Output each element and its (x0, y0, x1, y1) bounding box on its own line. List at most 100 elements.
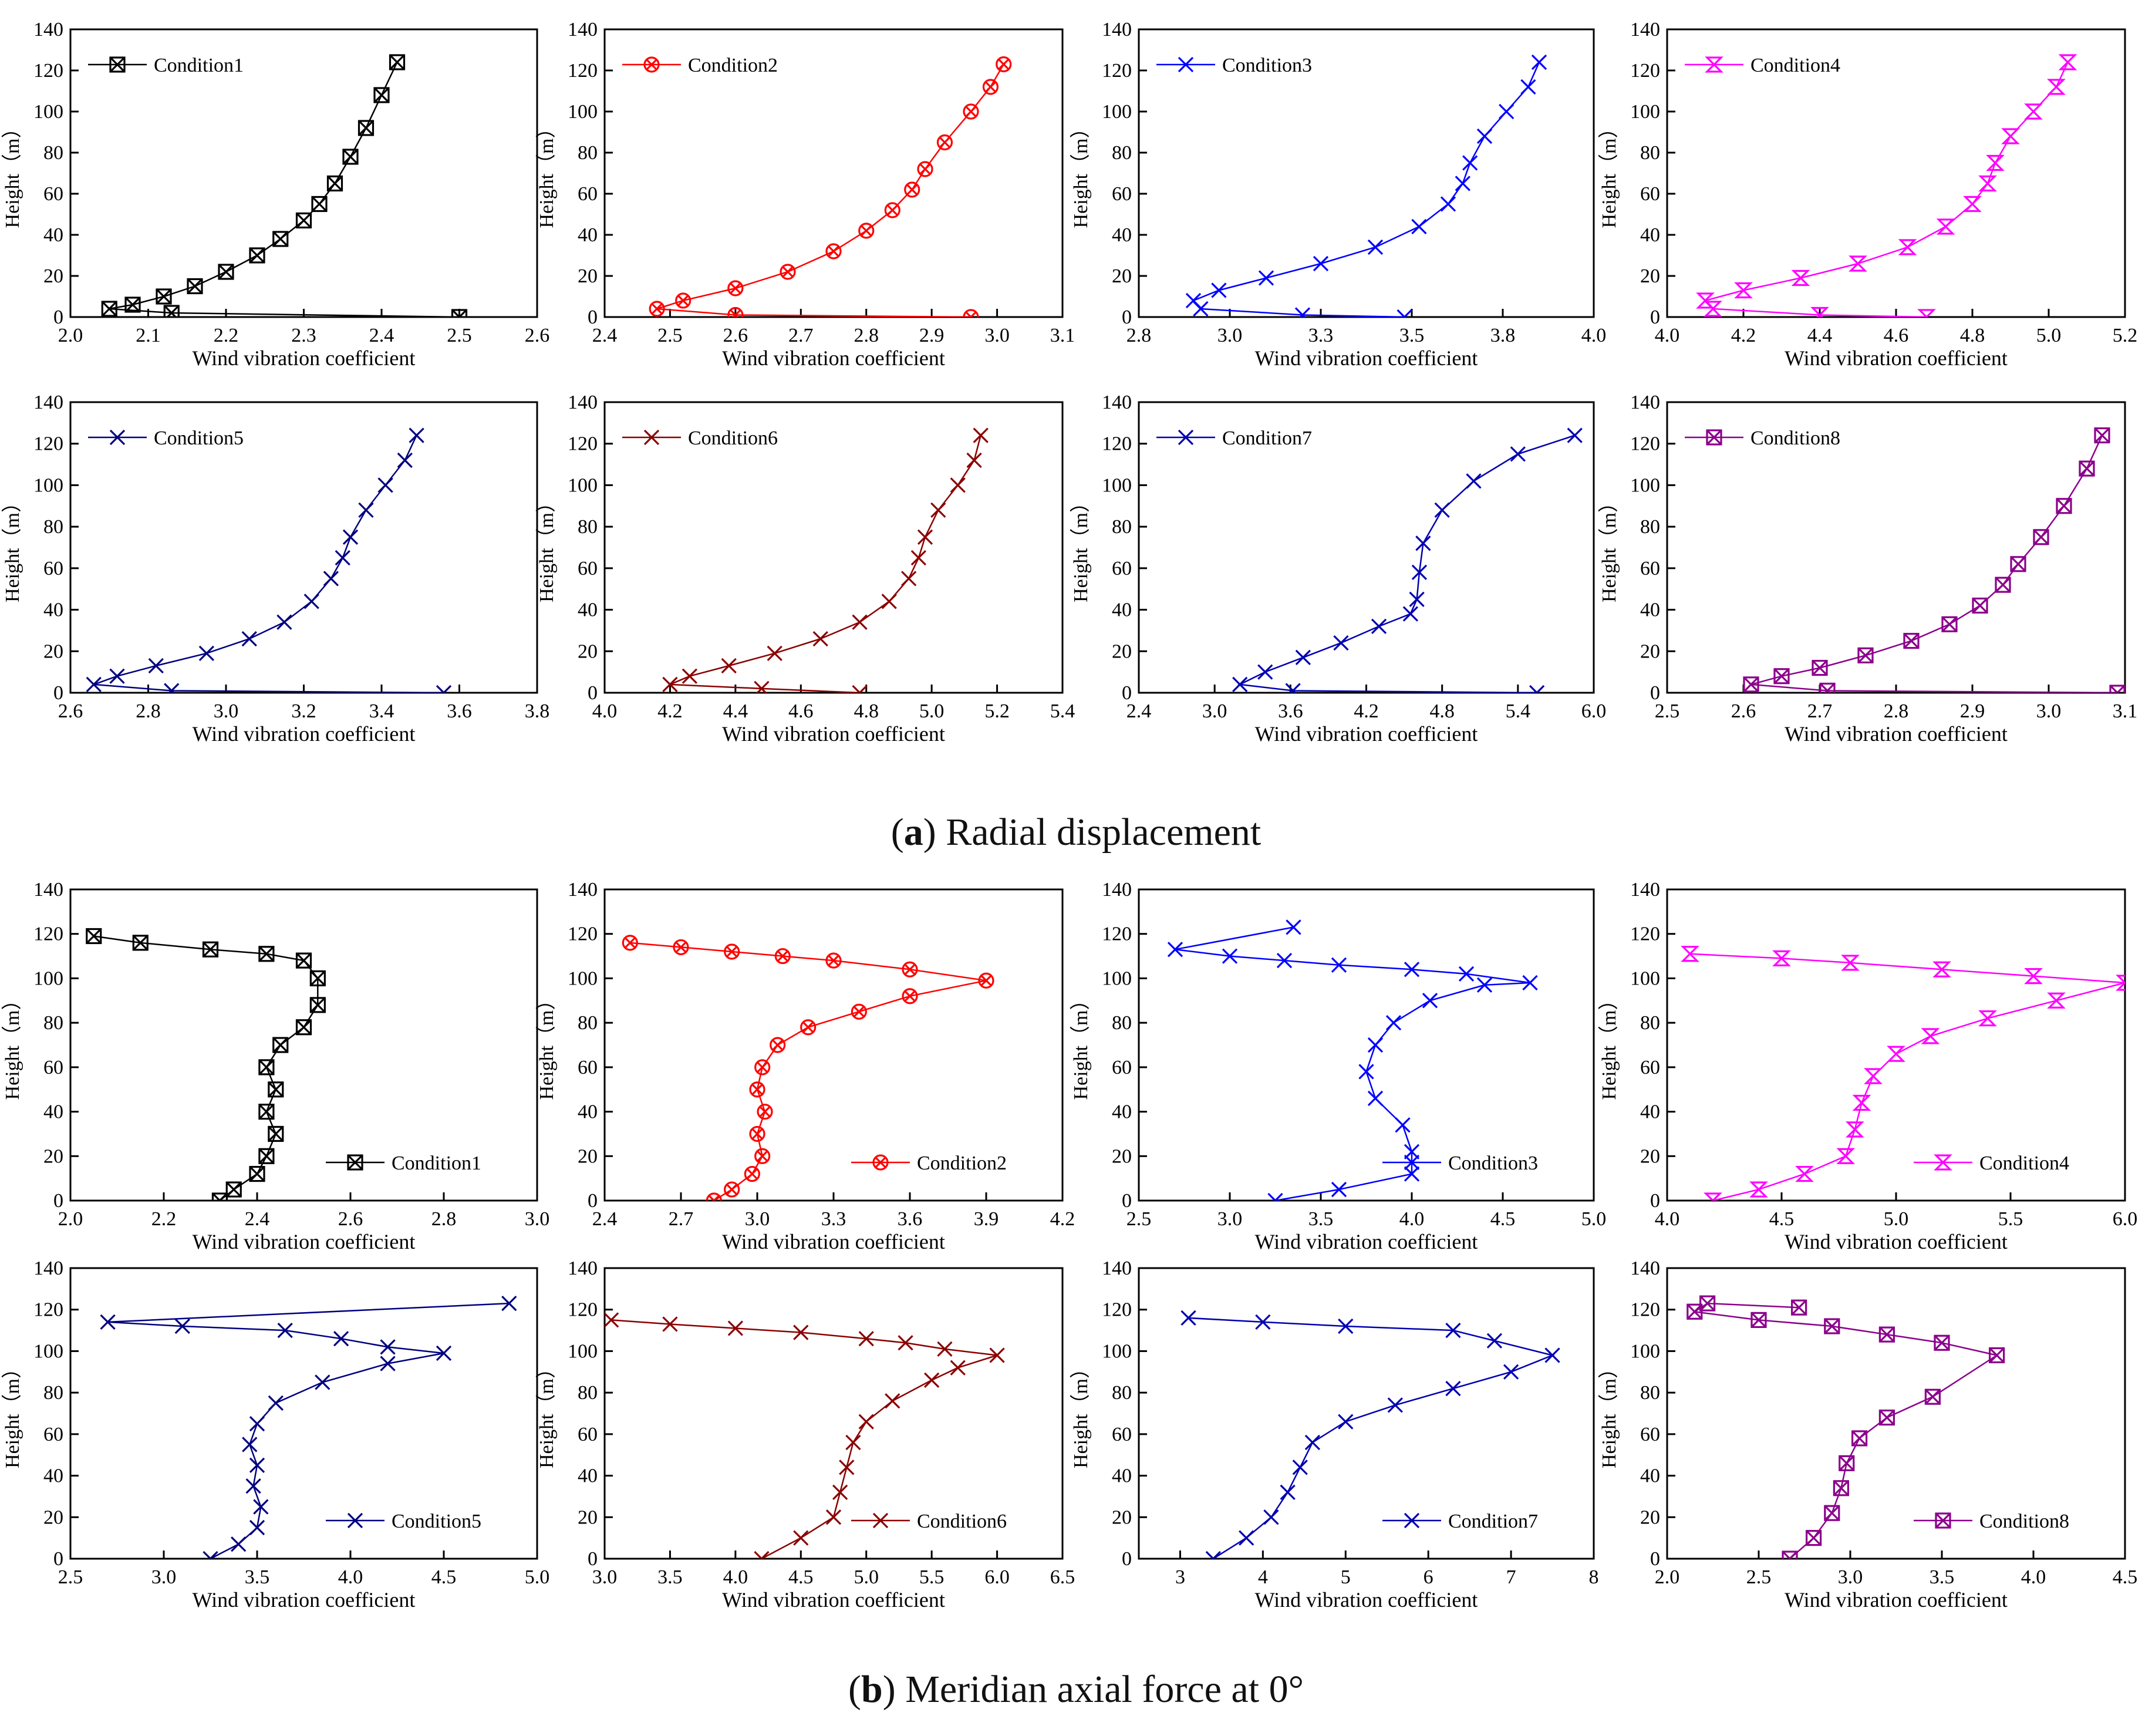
data-point (148, 658, 164, 674)
y-tick-label: 140 (33, 879, 63, 901)
plot-frame (69, 888, 538, 1202)
data-point (937, 1341, 953, 1357)
plot-frame (69, 1267, 538, 1560)
x-tick-label: 8 (1589, 1566, 1599, 1588)
data-point (380, 1356, 396, 1371)
y-tick-label: 80 (578, 1382, 598, 1404)
series-line-b6 (611, 1319, 997, 1559)
data-point (100, 1314, 116, 1330)
x-tick-label: 2.9 (1960, 700, 1985, 722)
data-point (272, 1037, 289, 1053)
x-axis-label: Wind vibration coefficient (1785, 1230, 2008, 1253)
data-point (342, 529, 359, 545)
data-point (1819, 682, 1836, 693)
y-tick-label: 20 (1640, 1506, 1660, 1528)
x-tick-label: 3.8 (1490, 325, 1516, 346)
y-tick-label: 40 (1640, 224, 1660, 246)
x-tick-label: 2.4 (369, 325, 394, 346)
legend-label: Condition7 (1222, 427, 1312, 449)
y-tick-label: 80 (1640, 142, 1660, 164)
data-point (2079, 460, 2095, 477)
x-tick-label: 3.5 (657, 1566, 683, 1588)
data-point (744, 1165, 760, 1182)
data-point (1932, 961, 1951, 977)
chart-panel-a2: 2.4 2.5 2.6 2.7 2.8 2.9 3.0 3.1 0 20 40 60 80 100 120 1… (535, 19, 1075, 370)
x-tick-label: 3.0 (214, 700, 239, 722)
x-tick-label: 3.0 (1202, 700, 1227, 722)
data-point (1936, 218, 1955, 235)
y-tick-label: 140 (1630, 392, 1660, 413)
data-point (800, 1019, 817, 1036)
x-tick-label: 4.0 (592, 700, 618, 722)
series-line-a3 (1192, 62, 1540, 317)
x-tick-label: 5.2 (984, 700, 1010, 722)
data-point (724, 1181, 740, 1198)
legend-label: Condition4 (1979, 1152, 2069, 1174)
x-tick-label: 3.6 (898, 1208, 923, 1230)
data-point (1704, 301, 1722, 317)
data-point (218, 264, 234, 280)
legend: Condition3 (1156, 55, 1312, 76)
data-point (1972, 597, 1988, 614)
x-tick-label: 2.2 (151, 1208, 177, 1230)
data-point (2109, 685, 2125, 693)
plot-frame (69, 28, 538, 318)
y-tick-label: 140 (1102, 19, 1132, 41)
data-point (1222, 948, 1238, 964)
data-point (1292, 1459, 1308, 1475)
data-point (249, 1457, 265, 1474)
y-tick-label: 20 (1112, 1506, 1132, 1528)
data-point (436, 1345, 452, 1361)
x-tick-label: 2.5 (1655, 700, 1680, 722)
x-tick-label: 2.4 (592, 1208, 618, 1230)
data-point (333, 1331, 349, 1347)
data-point (1338, 1318, 1354, 1334)
y-tick-label: 20 (578, 1506, 598, 1528)
x-tick-label: 6.0 (1581, 700, 1607, 722)
data-point (1791, 269, 1810, 286)
data-point (727, 1320, 743, 1336)
plot-frame (69, 401, 538, 694)
data-point (825, 1509, 842, 1525)
x-axis-label: Wind vibration coefficient (1785, 722, 2008, 746)
y-tick-label: 40 (43, 224, 63, 246)
y-tick-label: 60 (578, 558, 598, 579)
chart-panel-b6: 3.0 3.5 4.0 4.5 5.0 5.5 6.0 6.5 0 20 40 60 80 100 120 1… (535, 1258, 1075, 1612)
data-point (187, 278, 203, 295)
y-tick-label: 20 (43, 641, 63, 662)
data-point (277, 1322, 293, 1339)
data-point (156, 288, 172, 305)
data-point (1167, 942, 1183, 958)
data-point (1415, 535, 1431, 551)
data-point (225, 1181, 242, 1198)
y-tick-label: 120 (568, 923, 598, 945)
y-tick-label: 40 (1112, 599, 1132, 621)
data-point (380, 1339, 396, 1355)
data-point (245, 1478, 261, 1494)
data-point (901, 571, 917, 586)
x-tick-label: 2.4 (245, 1208, 270, 1230)
y-tick-label: 20 (43, 265, 63, 287)
data-point (501, 1295, 517, 1312)
data-point (996, 56, 1012, 73)
data-point (1963, 195, 1982, 213)
legend-label: Condition1 (154, 55, 244, 76)
x-tick-label: 3.0 (151, 1566, 177, 1588)
data-point (1734, 282, 1753, 299)
x-tick-label: 5.4 (1506, 700, 1531, 722)
legend-label: Condition3 (1222, 55, 1312, 76)
x-tick-label: 4.6 (788, 700, 814, 722)
x-axis-label: Wind vibration coefficient (1785, 346, 2008, 370)
y-tick-label: 40 (1640, 1101, 1660, 1123)
data-point (749, 1081, 765, 1098)
data-point (1458, 966, 1475, 982)
data-point (898, 1335, 913, 1351)
data-point (1841, 955, 1860, 971)
data-point (1567, 427, 1583, 443)
y-axis-label: Height（m） (535, 990, 558, 1100)
y-tick-label: 20 (1640, 1145, 1660, 1167)
y-tick-label: 120 (1630, 60, 1660, 82)
data-point (982, 79, 999, 95)
y-tick-label: 120 (33, 1299, 63, 1321)
